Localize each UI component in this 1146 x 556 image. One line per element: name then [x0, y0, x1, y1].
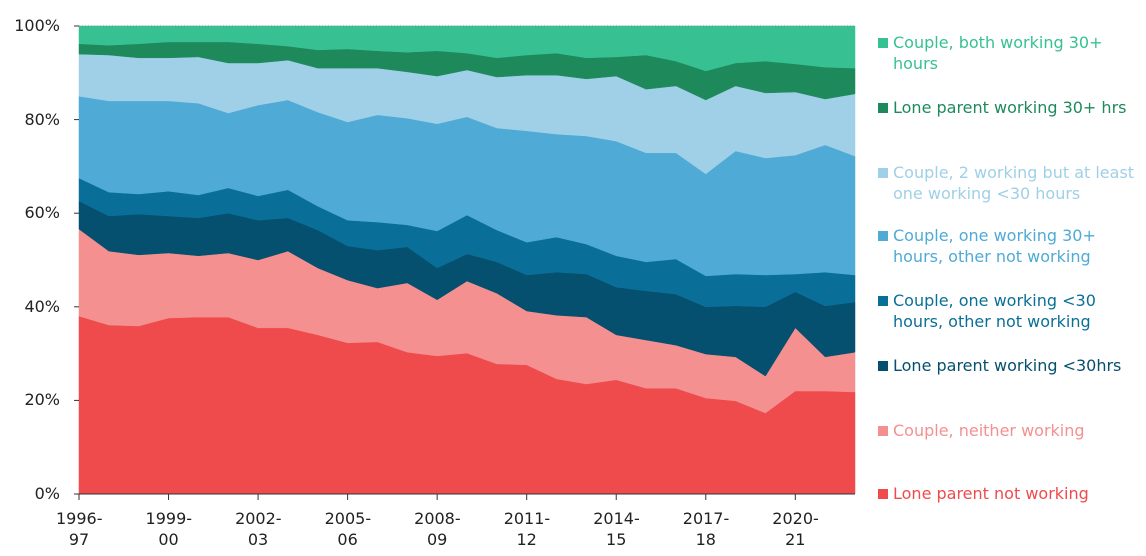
legend-swatch: [878, 231, 888, 241]
legend-swatch: [878, 426, 888, 436]
x-tick-label: 2008-09: [414, 509, 461, 549]
legend-label: Couple, 2 working but at least one worki…: [893, 163, 1135, 203]
legend-item: Couple, 2 working but at least one worki…: [878, 162, 1140, 204]
y-tick-label: 0%: [34, 484, 60, 503]
legend-label: Couple, neither working: [893, 421, 1085, 440]
legend-item: Couple, one working 30+ hours, other not…: [878, 225, 1140, 267]
legend-swatch: [878, 361, 888, 371]
x-tick-label: 2017-18: [682, 509, 730, 549]
legend-swatch: [878, 38, 888, 48]
y-tick-label: 40%: [24, 296, 60, 316]
x-tick-label: 2011-12: [503, 509, 551, 549]
legend-swatch: [878, 103, 888, 113]
legend-label: Couple, one working <30 hours, other not…: [893, 291, 1096, 331]
legend-item: Lone parent working <30hrs: [878, 355, 1140, 376]
x-tick-label: 2005-06: [324, 509, 372, 549]
x-tick-label: 2002-03: [235, 509, 282, 549]
y-tick-label: 100%: [14, 16, 60, 35]
y-tick-label: 60%: [24, 203, 60, 223]
x-tick-label: 1999-00: [145, 509, 193, 549]
legend-label: Couple, one working 30+ hours, other not…: [893, 226, 1096, 266]
legend-item: Lone parent working 30+ hrs: [878, 97, 1140, 118]
y-tick-label: 80%: [24, 109, 60, 129]
x-tick-label: 2020-21: [772, 509, 819, 549]
legend-item: Couple, one working <30 hours, other not…: [878, 290, 1140, 332]
legend-label: Couple, both working 30+ hours: [893, 33, 1103, 73]
area: [78, 25, 856, 72]
legend-swatch: [878, 489, 888, 499]
x-tick-label: 1996-97: [56, 509, 103, 549]
y-tick-label: 20%: [24, 390, 60, 410]
legend-label: Lone parent working 30+ hrs: [893, 98, 1127, 117]
legend-item: Couple, both working 30+ hours: [878, 32, 1140, 74]
legend-item: Lone parent not working: [878, 483, 1140, 504]
x-tick-label: 2014-15: [593, 509, 640, 549]
legend-swatch: [878, 168, 888, 178]
legend-item: Couple, neither working: [878, 420, 1140, 441]
legend-label: Lone parent working <30hrs: [893, 356, 1122, 375]
legend-swatch: [878, 296, 888, 306]
legend-label: Lone parent not working: [893, 484, 1089, 503]
